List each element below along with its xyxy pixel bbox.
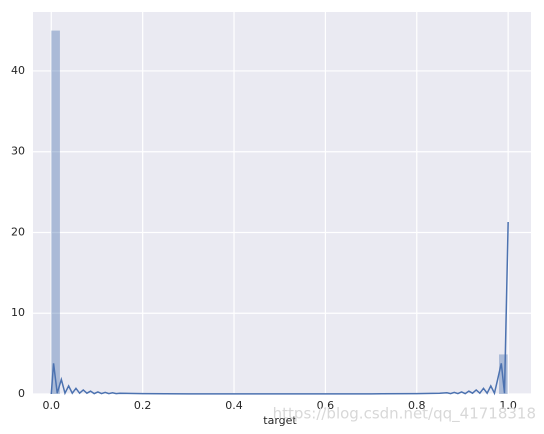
y-tick-label: 40 [11, 64, 25, 77]
histogram-bar [499, 354, 508, 394]
x-tick-label: 0.8 [408, 399, 426, 412]
y-tick-label: 30 [11, 145, 25, 158]
plot-background [33, 12, 531, 394]
y-tick-label: 10 [11, 306, 25, 319]
x-tick-label: 1.0 [499, 399, 517, 412]
kde-line [50, 221, 509, 396]
x-tick-label: 0.4 [225, 399, 243, 412]
x-tick-label: 0.0 [43, 399, 61, 412]
x-tick-label: 0.6 [317, 399, 335, 412]
watermark: https://blog.csdn.net/qq_41718318 [273, 405, 536, 424]
histogram-bar [51, 30, 60, 395]
x-axis-label: target [263, 414, 297, 427]
y-tick-label: 0 [18, 387, 25, 400]
x-tick-label: 0.2 [134, 399, 152, 412]
y-tick-label: 20 [11, 225, 25, 238]
